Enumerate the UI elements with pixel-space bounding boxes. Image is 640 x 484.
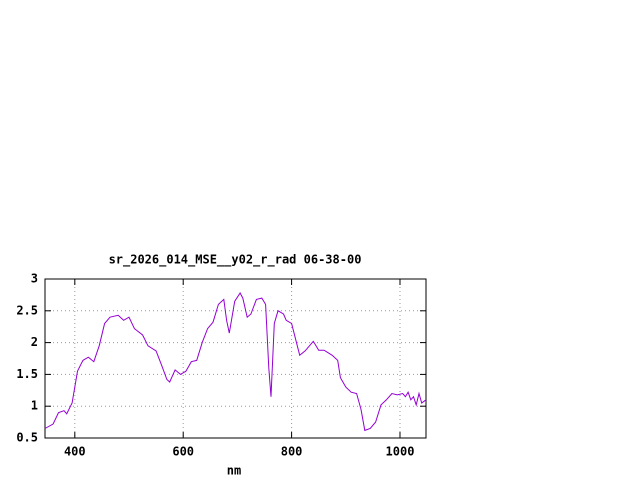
x-tick-label: 400 — [64, 445, 86, 459]
y-tick-label: 1 — [31, 399, 38, 413]
plot-frame — [44, 278, 427, 439]
y-tick-label: 0.5 — [16, 431, 38, 445]
y-tick-label: 3 — [31, 272, 38, 286]
x-axis-label: nm — [227, 464, 241, 478]
y-tick-label: 2.5 — [16, 303, 38, 317]
data-line — [44, 292, 427, 432]
x-tick-label: 800 — [281, 445, 303, 459]
x-tick-label: 1000 — [386, 445, 415, 459]
y-tick-label: 2 — [31, 335, 38, 349]
y-tick-label: 1.5 — [16, 367, 38, 381]
x-tick-label: 600 — [172, 445, 194, 459]
chart-title: sr_2026_014_MSE__y02_r_rad 06-38-00 — [109, 253, 362, 268]
